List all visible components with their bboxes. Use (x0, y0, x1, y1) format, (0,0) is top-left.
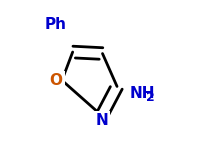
Text: N: N (95, 113, 108, 128)
Text: O: O (49, 73, 62, 88)
Text: 2: 2 (145, 91, 154, 104)
Text: NH: NH (129, 86, 155, 101)
Text: Ph: Ph (45, 17, 67, 32)
